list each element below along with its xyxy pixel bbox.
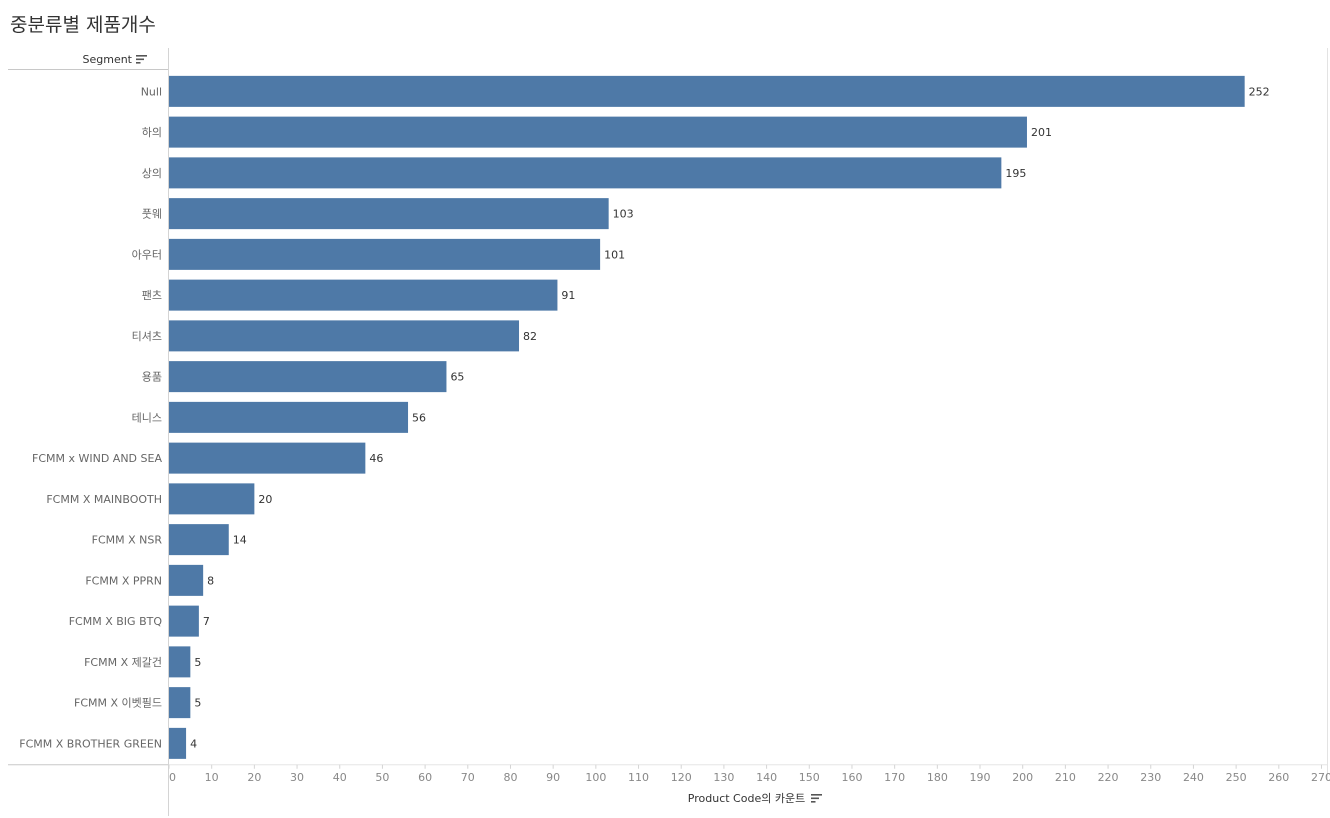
segment-header[interactable]: Segment (8, 52, 168, 70)
bar[interactable] (169, 687, 191, 719)
value-label: 103 (613, 208, 634, 221)
x-tick-label: 10 (205, 771, 219, 784)
x-tick-label: 30 (290, 771, 304, 784)
value-label: 4 (190, 737, 197, 750)
bar[interactable] (169, 524, 229, 556)
x-tick-label: 200 (1012, 771, 1033, 784)
bar[interactable] (169, 401, 409, 433)
bar[interactable] (169, 442, 366, 474)
category-label: 티셔츠 (132, 330, 162, 343)
x-tick-label: 190 (970, 771, 991, 784)
bar[interactable] (169, 483, 255, 515)
value-label: 201 (1031, 126, 1052, 139)
bar[interactable] (169, 75, 1245, 107)
category-label: 상의 (142, 167, 162, 180)
category-label: FCMM X BROTHER GREEN (19, 737, 162, 750)
x-tick-label: 240 (1183, 771, 1204, 784)
x-tick-label: 0 (169, 771, 176, 784)
x-tick-label: 100 (585, 771, 606, 784)
bar[interactable] (169, 605, 199, 637)
x-tick-label: 60 (418, 771, 432, 784)
category-label: FCMM X 이벳필드 (74, 697, 162, 710)
value-label: 5 (194, 656, 201, 669)
segment-header-label: Segment (82, 53, 133, 66)
bar[interactable] (169, 320, 520, 352)
x-tick-label: 250 (1226, 771, 1247, 784)
x-tick-label: 160 (841, 771, 862, 784)
bar[interactable] (169, 564, 204, 596)
x-tick-label: 90 (546, 771, 560, 784)
x-axis-title-container[interactable]: Product Code의 카운트 (640, 790, 870, 806)
category-label: FCMM X BIG BTQ (69, 615, 163, 628)
x-tick-label: 150 (799, 771, 820, 784)
value-label: 101 (604, 248, 625, 261)
x-tick-label: 180 (927, 771, 948, 784)
category-label: FCMM X MAINBOOTH (46, 493, 162, 506)
x-tick-label: 120 (671, 771, 692, 784)
category-label: 팬츠 (142, 289, 162, 302)
category-label: 풋웨 (142, 208, 162, 221)
value-label: 5 (194, 697, 201, 710)
x-tick-label: 140 (756, 771, 777, 784)
value-label: 7 (203, 615, 210, 628)
bar[interactable] (169, 116, 1027, 148)
value-label: 252 (1249, 85, 1270, 98)
x-tick-label: 110 (628, 771, 649, 784)
bars (169, 75, 1245, 759)
value-label: 91 (561, 289, 575, 302)
value-label: 20 (258, 493, 272, 506)
x-tick-label: 260 (1268, 771, 1289, 784)
x-tick-label: 230 (1140, 771, 1161, 784)
value-label: 195 (1005, 167, 1026, 180)
value-label: 8 (207, 574, 214, 587)
axes (8, 48, 1328, 816)
bar[interactable] (169, 198, 609, 230)
category-label: FCMM x WIND AND SEA (32, 452, 162, 465)
x-tick-label: 210 (1055, 771, 1076, 784)
x-tick-label: 130 (713, 771, 734, 784)
value-label: 14 (233, 534, 247, 547)
x-axis-ticks: 0 10 20 30 40 50 60 70 80 90 100 110 120 130 140 150 160… (168, 764, 1330, 784)
category-label: Null (141, 85, 162, 98)
x-tick-label: 220 (1098, 771, 1119, 784)
sort-descending-icon[interactable] (136, 55, 147, 64)
value-label: 56 (412, 411, 426, 424)
bar[interactable] (169, 361, 447, 393)
bar[interactable] (169, 238, 601, 270)
x-axis-title: Product Code의 카운트 (687, 792, 806, 805)
x-tick-label: 50 (375, 771, 389, 784)
category-label: 테니스 (132, 411, 162, 424)
x-tick-label: 70 (461, 771, 475, 784)
value-label: 65 (450, 371, 464, 384)
bar[interactable] (169, 727, 187, 759)
category-label: FCMM X 제갈건 (84, 655, 162, 669)
bar[interactable] (169, 646, 191, 678)
sort-icon[interactable] (811, 793, 823, 803)
value-labels: 252 201 195 103 101 91 82 65 56 46 20 14 8 7 5 5 4 (190, 85, 1270, 750)
category-label: 용품 (142, 371, 162, 384)
x-tick-label: 80 (503, 771, 517, 784)
x-tick-label: 20 (247, 771, 261, 784)
value-label: 82 (523, 330, 537, 343)
category-label: 하의 (142, 125, 162, 139)
category-label: FCMM X PPRN (85, 574, 162, 587)
bar[interactable] (169, 279, 558, 311)
bar[interactable] (169, 157, 1002, 189)
category-label: 아우터 (132, 248, 162, 261)
x-tick-label: 270 (1311, 771, 1330, 784)
x-tick-label: 40 (333, 771, 347, 784)
x-tick-label: 170 (884, 771, 905, 784)
value-label: 46 (369, 452, 383, 465)
chart-title: 중분류별 제품개수 (10, 14, 156, 36)
category-label: FCMM X NSR (92, 534, 163, 547)
